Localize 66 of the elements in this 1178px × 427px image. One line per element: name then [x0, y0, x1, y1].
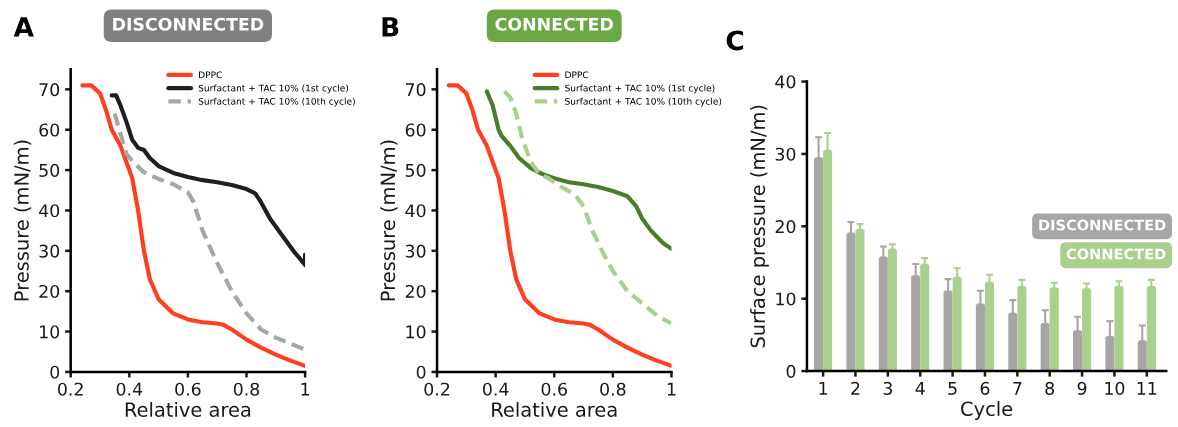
y-tick-label: 10	[776, 292, 796, 306]
x-tick-label: 1	[667, 382, 676, 396]
x-tick-label: 0.4	[116, 382, 143, 396]
text: DISCONNECTED	[1039, 219, 1166, 231]
y-axis-title: Surface pressure (mN/m)	[750, 105, 769, 348]
x-tick-label: 6	[980, 381, 990, 395]
x-tick-label: 0.8	[600, 382, 626, 396]
y-tick-label: 30	[405, 244, 426, 258]
bar	[1049, 288, 1059, 372]
text: C	[726, 30, 744, 51]
x-tick-label: 1	[819, 382, 828, 395]
y-tick-label: 20	[39, 284, 60, 299]
y-tick-label: 0	[786, 364, 796, 378]
legend-label: Surfactant + TAC 10% (1st cycle)	[565, 84, 715, 94]
chart-title: DISCONNECTED	[113, 17, 264, 31]
y-tick-label: 30	[39, 244, 60, 258]
x-tick-label: 2	[851, 381, 860, 395]
x-axis-title: Relative area	[125, 401, 251, 417]
legend-label: Surfactant + TAC 10% (1st cycle)	[198, 84, 349, 94]
text: B	[382, 17, 399, 37]
bar	[887, 249, 897, 372]
x-tick-label: 8	[1045, 381, 1055, 395]
x-tick-label: 4	[915, 382, 925, 395]
text: CONNECTED	[1066, 248, 1166, 260]
y-tick-label: 60	[405, 123, 426, 137]
y-tick-label: 40	[405, 204, 426, 218]
x-tick-label: 1	[301, 382, 310, 396]
legend-label: Surfactant + TAC 10% (10th cycle)	[198, 97, 355, 107]
text: A	[13, 17, 34, 37]
x-tick-label: 0.2	[58, 382, 83, 396]
x-tick-label: 11	[1137, 382, 1157, 395]
x-tick-label: 9	[1077, 381, 1087, 395]
y-tick-label: 40	[39, 204, 60, 218]
y-tick-label: 20	[405, 284, 426, 299]
x-tick-label: 0.6	[175, 382, 201, 396]
x-axis-title: Relative area	[492, 401, 617, 417]
y-tick-label: 0	[416, 365, 426, 379]
y-tick-label: 10	[406, 325, 426, 339]
y-tick-label: 60	[39, 123, 60, 137]
y-tick-label: 70	[39, 83, 60, 97]
y-tick-label: 0	[50, 365, 60, 379]
legend-label: Surfactant + TAC 10% (10th cycle)	[565, 97, 722, 107]
x-tick-label: 3	[883, 381, 892, 395]
y-tick-label: 50	[405, 163, 426, 177]
bar	[855, 229, 865, 372]
y-tick-label: 40	[775, 75, 796, 89]
legend-label: DPPC	[565, 71, 589, 79]
chart-title: CONNECTED	[495, 17, 613, 31]
y-tick-label: 70	[405, 83, 426, 97]
x-tick-label: 0.2	[424, 382, 450, 396]
legend-label: DPPC	[199, 71, 222, 79]
x-tick-label: 10	[1105, 381, 1125, 395]
y-tick-label: 50	[39, 163, 60, 177]
line-series	[112, 111, 306, 352]
x-tick-label: 5	[948, 382, 957, 395]
bar	[1082, 289, 1092, 372]
x-tick-label: 0.6	[541, 382, 567, 396]
x-tick-label: 0.8	[233, 382, 260, 396]
y-axis-title: Pressure (mN/m)	[380, 140, 398, 301]
x-tick-label: 0.4	[482, 382, 509, 396]
y-tick-label: 10	[40, 325, 60, 339]
y-tick-label: 30	[775, 147, 796, 161]
x-axis-title: Cycle	[961, 401, 1013, 420]
x-tick-label: 7	[1013, 382, 1022, 395]
y-axis-title: Pressure (mN/m)	[13, 140, 32, 301]
y-tick-label: 20	[775, 220, 796, 234]
